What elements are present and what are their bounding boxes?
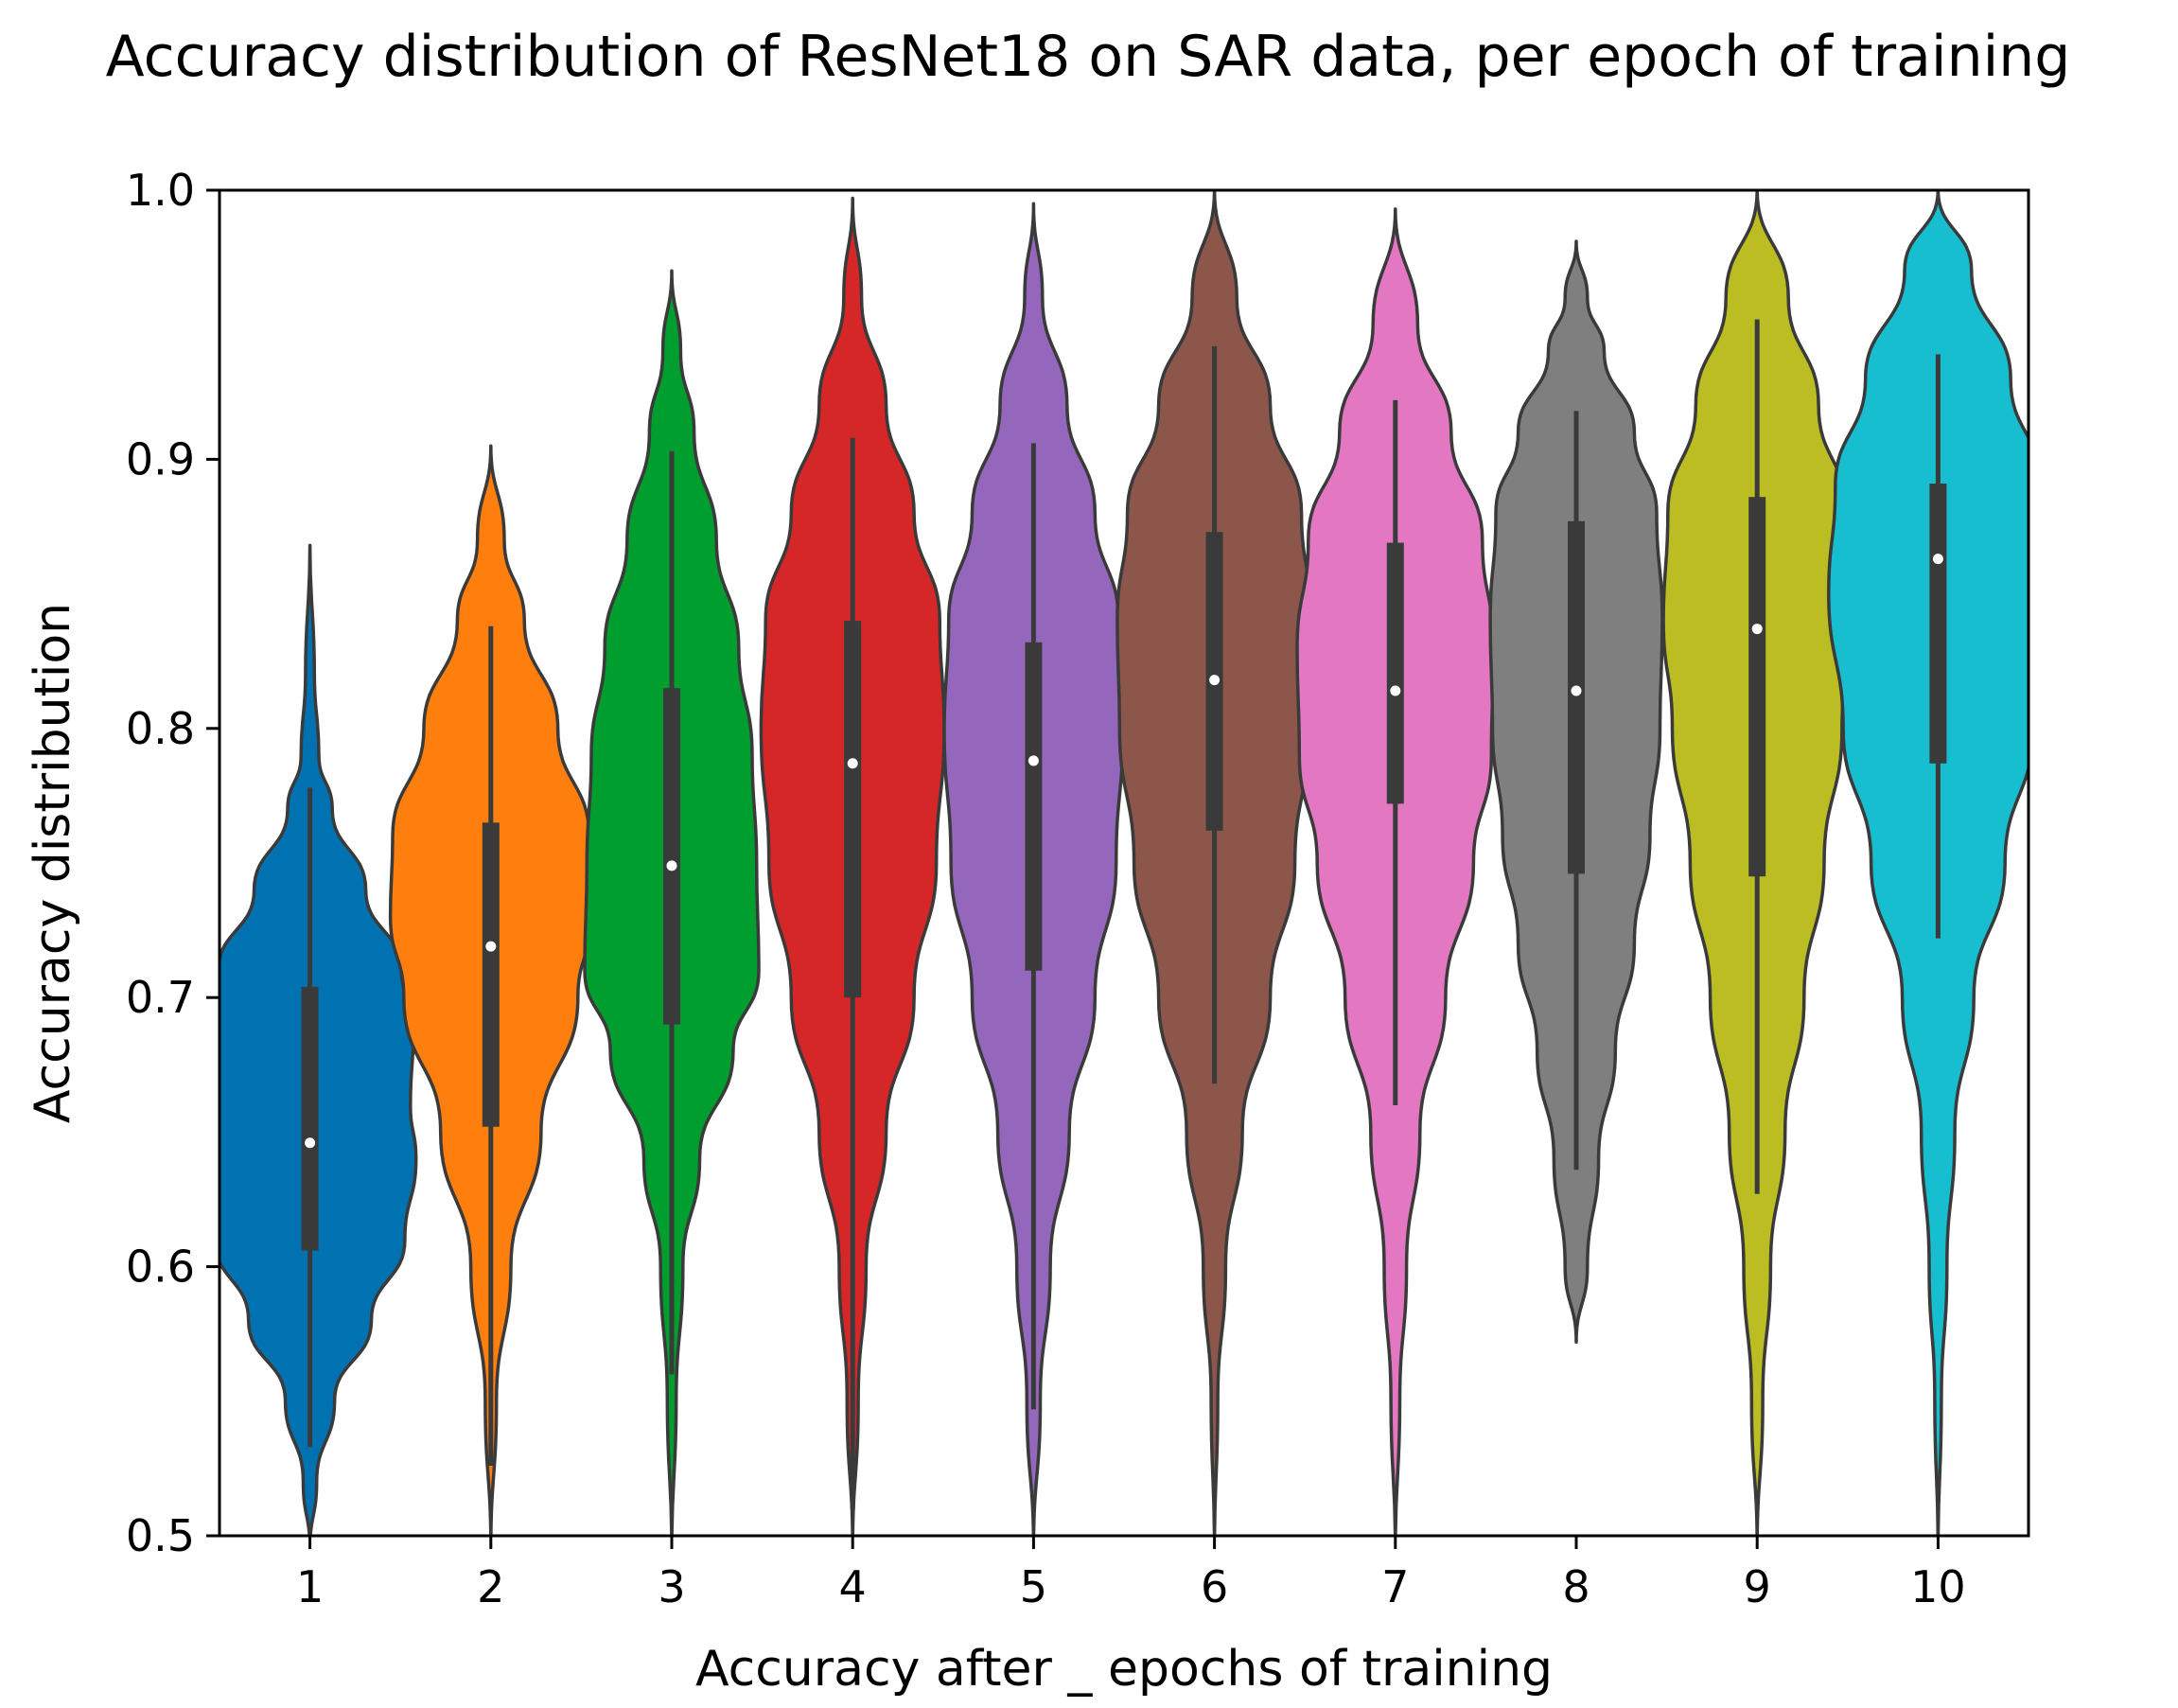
- y-tick-label-0.9: 0.9: [126, 433, 195, 484]
- violin-iqr-box-3: [663, 688, 680, 1025]
- violin-group-4: [759, 196, 946, 1536]
- x-tick-label-6: 6: [1201, 1561, 1228, 1612]
- violin-group-8: [1488, 239, 1664, 1344]
- violin-group-9: [1661, 190, 1853, 1536]
- chart-title: Accuracy distribution of ResNet18 on SAR…: [106, 24, 2071, 90]
- violin-iqr-box-10: [1929, 483, 1947, 764]
- x-tick-label-2: 2: [477, 1561, 504, 1612]
- y-tick-label-0.5: 0.5: [126, 1510, 195, 1561]
- violin-group-6: [1115, 190, 1314, 1536]
- y-tick-label-1.0: 1.0: [126, 165, 195, 216]
- x-tick-label-5: 5: [1020, 1561, 1047, 1612]
- violin-median-6: [1209, 675, 1221, 686]
- violin-median-1: [305, 1137, 316, 1149]
- violin-iqr-box-9: [1748, 497, 1766, 877]
- x-tick-label-3: 3: [658, 1561, 685, 1612]
- violin-median-8: [1571, 685, 1582, 696]
- y-axis: 0.5 0.6 0.7 0.8 0.9 1.0: [126, 165, 220, 1561]
- violin-group-1: [220, 543, 418, 1536]
- x-axis-label: Accuracy after _ epochs of training: [695, 1641, 1553, 1698]
- violin-group-7: [1295, 207, 1496, 1536]
- x-tick-label-9: 9: [1744, 1561, 1771, 1612]
- violin-median-5: [1028, 755, 1039, 766]
- y-tick-label-0.7: 0.7: [126, 972, 195, 1023]
- violin-body-10: [1827, 190, 2029, 1536]
- x-tick-label-1: 1: [296, 1561, 324, 1612]
- violin-iqr-box-5: [1025, 642, 1043, 971]
- violin-group-2: [388, 444, 593, 1536]
- x-axis: 1 2 3 4 5 6 7 8 9 10: [296, 1536, 1966, 1612]
- violin-group-10: [1827, 190, 2029, 1536]
- violin-iqr-box-2: [482, 822, 500, 1127]
- violin-iqr-box-4: [844, 621, 862, 998]
- x-tick-label-4: 4: [839, 1561, 867, 1612]
- violin-group-3: [583, 269, 761, 1536]
- plot-area: [220, 190, 2029, 1536]
- plot-frame: [218, 188, 2030, 1538]
- violin-group-5: [942, 202, 1125, 1536]
- y-tick-label-0.6: 0.6: [126, 1241, 195, 1293]
- violin-iqr-box-8: [1568, 520, 1585, 874]
- violin-iqr-box-7: [1386, 542, 1404, 804]
- violin-median-2: [485, 941, 497, 952]
- violin-median-3: [666, 860, 677, 872]
- x-tick-label-8: 8: [1562, 1561, 1590, 1612]
- violin-median-10: [1932, 554, 1943, 565]
- violin-median-7: [1390, 685, 1401, 696]
- violin-median-9: [1751, 624, 1763, 635]
- x-tick-label-10: 10: [1910, 1561, 1966, 1612]
- y-tick-label-0.8: 0.8: [126, 703, 195, 754]
- violin-median-4: [847, 758, 858, 769]
- y-axis-label: Accuracy distribution: [25, 603, 81, 1123]
- x-tick-label-7: 7: [1381, 1561, 1409, 1612]
- violin-iqr-box-1: [301, 986, 319, 1251]
